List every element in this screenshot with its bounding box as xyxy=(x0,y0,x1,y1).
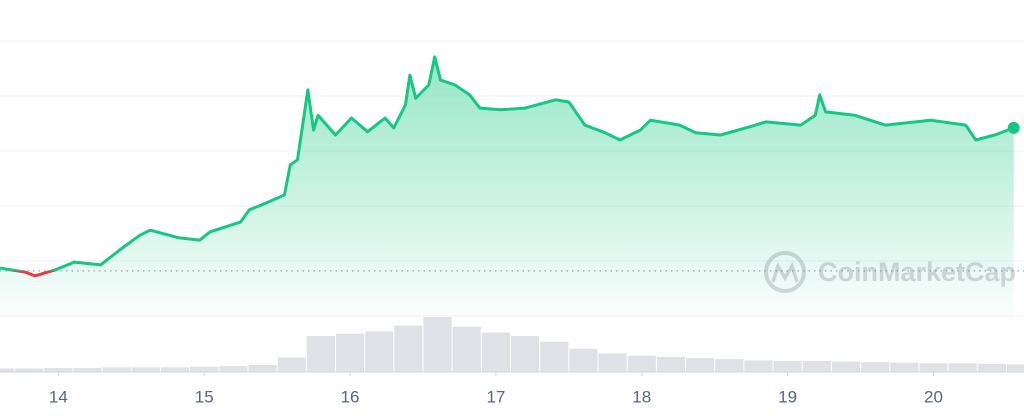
volume-bar xyxy=(686,358,715,372)
volume-bar xyxy=(890,362,919,372)
volume-bar xyxy=(569,348,598,372)
volume-bar xyxy=(481,332,510,372)
x-tick-label: 17 xyxy=(486,387,505,406)
end-dot xyxy=(1007,121,1020,134)
volume-bar xyxy=(627,355,656,372)
x-tick-label: 18 xyxy=(632,387,651,406)
volume-bar xyxy=(15,368,44,372)
volume-bar xyxy=(306,336,335,372)
x-tick-label: 14 xyxy=(49,387,68,406)
x-tick-label: 16 xyxy=(341,387,360,406)
volume-bar xyxy=(44,367,73,372)
volume-bar xyxy=(715,359,744,372)
volume-bar xyxy=(365,331,394,372)
price-line xyxy=(0,55,1015,278)
volume-bar xyxy=(511,336,540,372)
volume-bar xyxy=(0,368,15,372)
volume-bar xyxy=(423,316,452,372)
volume-bar xyxy=(219,366,248,372)
watermark-text: CoinMarketCap xyxy=(818,257,1016,287)
area xyxy=(0,56,1014,317)
volume-bar xyxy=(190,366,219,372)
volume-bar xyxy=(831,361,861,372)
logo-mark xyxy=(771,261,799,283)
volume-bar xyxy=(773,360,802,372)
watermark: CoinMarketCap xyxy=(764,251,1016,293)
volume-bar xyxy=(248,365,277,372)
volume-bar xyxy=(131,367,160,372)
volume-bar xyxy=(73,367,102,372)
x-tick-label: 19 xyxy=(778,387,797,406)
volume-bar xyxy=(861,362,890,372)
x-tick-label: 15 xyxy=(195,387,214,406)
volume-bar xyxy=(102,367,131,372)
volume-bar xyxy=(656,356,686,372)
volume-bar xyxy=(394,325,423,372)
volume-bar xyxy=(948,363,977,372)
volume-bar xyxy=(919,363,948,372)
volume-bar xyxy=(598,353,627,372)
volume-bar xyxy=(540,341,569,372)
x-tick-label: 20 xyxy=(924,387,943,406)
volume-bar xyxy=(277,357,306,372)
volume-bar xyxy=(335,333,365,372)
volume-bar xyxy=(977,363,1006,372)
volume-bar xyxy=(802,360,831,372)
volume-bar xyxy=(1006,364,1024,372)
volume-bar xyxy=(452,326,481,372)
volume-bar xyxy=(160,367,190,372)
logo xyxy=(764,251,806,293)
volume-bar xyxy=(744,360,773,372)
